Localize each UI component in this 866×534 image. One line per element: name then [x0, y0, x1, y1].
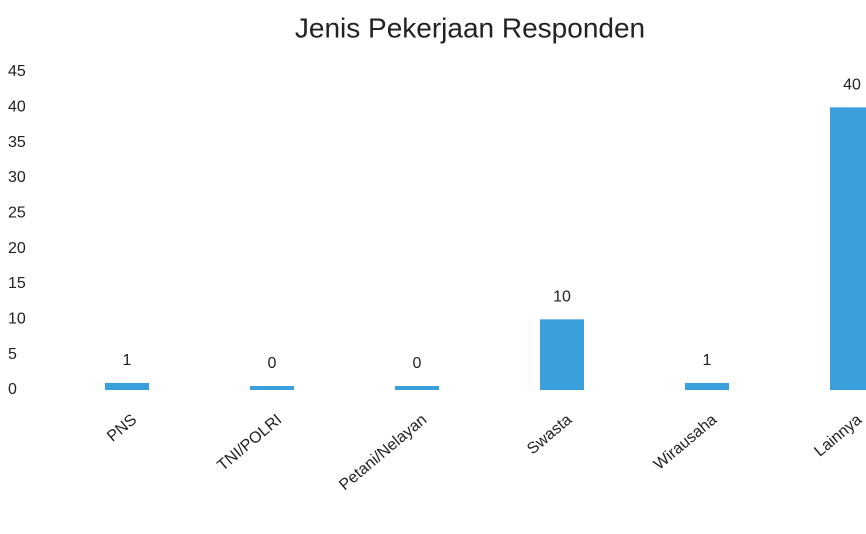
- data-label: 1: [123, 352, 132, 369]
- bar: [250, 386, 294, 390]
- y-tick-label: 10: [8, 311, 26, 328]
- x-tick-label: Lainnya: [811, 411, 865, 460]
- y-tick-label: 45: [8, 63, 26, 80]
- chart-title: Jenis Pekerjaan Responden: [295, 12, 645, 43]
- x-tick-label: PNS: [104, 411, 140, 445]
- data-label: 10: [553, 289, 571, 306]
- y-tick-label: 0: [8, 381, 17, 398]
- bar: [105, 382, 149, 390]
- y-tick-label: 5: [8, 346, 17, 363]
- bar: [830, 107, 866, 390]
- y-tick-label: 30: [8, 169, 26, 186]
- y-tick-label: 35: [8, 134, 26, 151]
- x-tick-label: Wirausaha: [651, 411, 721, 473]
- data-label: 1: [703, 352, 712, 369]
- x-tick-label: TNI/POLRI: [214, 411, 285, 474]
- y-tick-label: 15: [8, 275, 26, 292]
- y-tick-label: 25: [8, 205, 26, 222]
- bar: [540, 319, 584, 390]
- x-tick-label: Swasta: [524, 411, 575, 458]
- data-label: 40: [843, 77, 861, 94]
- x-tick-label: Petani/Nelayan: [336, 411, 430, 494]
- bar: [685, 382, 729, 390]
- data-label: 0: [413, 355, 422, 372]
- bar: [395, 386, 439, 390]
- data-label: 0: [268, 355, 277, 372]
- y-tick-label: 20: [8, 240, 26, 257]
- y-tick-label: 40: [8, 99, 26, 116]
